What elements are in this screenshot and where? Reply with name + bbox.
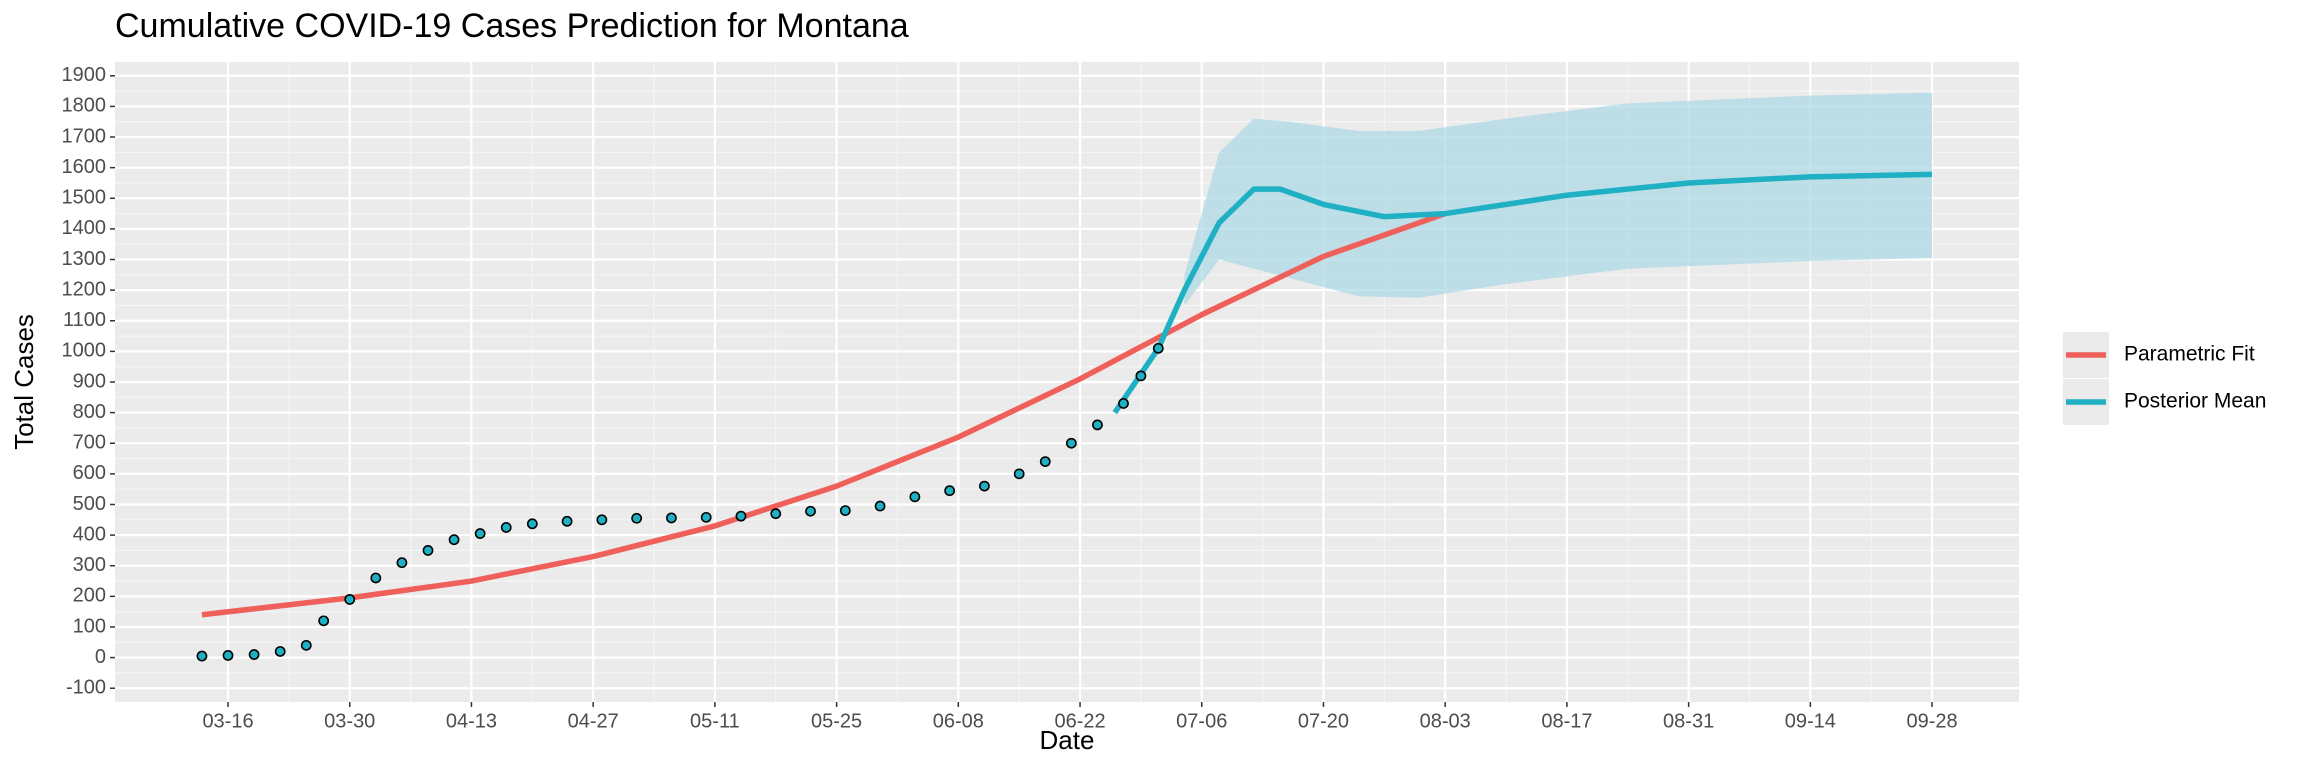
y-tick-label: 1600 xyxy=(62,156,107,178)
y-tick-label: 1200 xyxy=(62,278,107,300)
observed-point xyxy=(500,522,512,533)
x-tick-label: 08-03 xyxy=(1420,710,1471,732)
y-tick-label: 300 xyxy=(73,554,106,576)
observed-point xyxy=(979,480,990,492)
y-tick-label: -100 xyxy=(66,677,106,699)
x-tick-label: 05-11 xyxy=(690,710,740,732)
observed-point xyxy=(370,572,382,584)
y-tick-label: 800 xyxy=(73,401,106,423)
y-tick-label: 1500 xyxy=(62,187,107,209)
y-tick-label: 1900 xyxy=(62,64,107,86)
observed-point xyxy=(196,650,208,662)
observed-point xyxy=(874,500,886,512)
x-tick-label: 08-31 xyxy=(1663,710,1714,732)
chart-title: Cumulative COVID-19 Cases Prediction for… xyxy=(115,7,909,45)
y-tick-label: 1100 xyxy=(63,309,106,331)
y-tick-label: 600 xyxy=(73,462,106,484)
y-tick-label: 1700 xyxy=(62,125,107,147)
x-tick-label: 03-30 xyxy=(324,710,375,732)
observed-point xyxy=(474,528,486,539)
x-tick-label: 07-06 xyxy=(1176,710,1227,732)
observed-point xyxy=(526,518,538,530)
observed-point xyxy=(448,534,460,546)
y-tick-label: 1800 xyxy=(62,95,107,117)
observed-point xyxy=(735,510,747,522)
x-axis-title: Date xyxy=(1040,725,1095,755)
y-tick-label: 1300 xyxy=(62,248,107,270)
y-tick-label: 500 xyxy=(73,493,106,515)
observed-point xyxy=(274,646,286,657)
observed-point xyxy=(1092,419,1103,431)
observed-point xyxy=(222,650,234,661)
x-tick-label: 04-13 xyxy=(446,710,497,732)
x-tick-label: 05-25 xyxy=(811,710,862,732)
y-tick-label: 700 xyxy=(73,432,106,454)
y-axis-title: Total Cases xyxy=(9,314,39,450)
legend-label: Parametric Fit xyxy=(2124,343,2255,366)
observed-point xyxy=(944,485,956,497)
y-tick-label: 200 xyxy=(73,585,106,607)
observed-point xyxy=(805,505,816,517)
y-tick-label: 400 xyxy=(73,523,106,545)
observed-point xyxy=(344,594,356,605)
observed-point xyxy=(300,639,312,651)
observed-point xyxy=(318,615,330,627)
observed-point xyxy=(1039,456,1051,468)
series-line xyxy=(1112,171,1933,415)
observed-point xyxy=(666,512,677,524)
observed-point xyxy=(422,545,434,556)
legend-label: Posterior Mean xyxy=(2124,390,2266,413)
x-tick-label: 04-27 xyxy=(568,710,619,732)
observed-point xyxy=(1118,398,1129,409)
x-tick-label: 06-08 xyxy=(933,710,984,732)
x-tick-label: 09-14 xyxy=(1785,710,1836,732)
x-tick-label: 09-28 xyxy=(1906,710,1957,732)
observed-point xyxy=(631,512,643,524)
observed-point xyxy=(1013,468,1025,480)
observed-point xyxy=(1065,437,1077,449)
observed-point xyxy=(396,557,408,569)
series-line xyxy=(201,210,1447,618)
observed-point xyxy=(839,505,851,517)
observed-point xyxy=(1152,342,1164,354)
y-tick-label: 0 xyxy=(95,646,106,668)
x-tick-label: 06-22 xyxy=(1054,710,1105,732)
observed-point xyxy=(909,491,921,503)
y-tick-label: 1000 xyxy=(62,340,107,362)
observed-point xyxy=(1135,370,1147,382)
x-tick-label: 08-17 xyxy=(1541,710,1592,732)
observed-point xyxy=(770,508,782,520)
observed-point xyxy=(248,649,260,660)
y-tick-label: 1400 xyxy=(62,217,107,239)
observed-point xyxy=(596,514,608,526)
x-tick-label: 03-16 xyxy=(202,710,253,732)
x-tick-label: 07-20 xyxy=(1298,710,1349,732)
observed-point xyxy=(700,511,712,523)
y-tick-label: 900 xyxy=(73,370,106,392)
observed-point xyxy=(561,515,573,527)
y-tick-label: 100 xyxy=(73,615,106,637)
